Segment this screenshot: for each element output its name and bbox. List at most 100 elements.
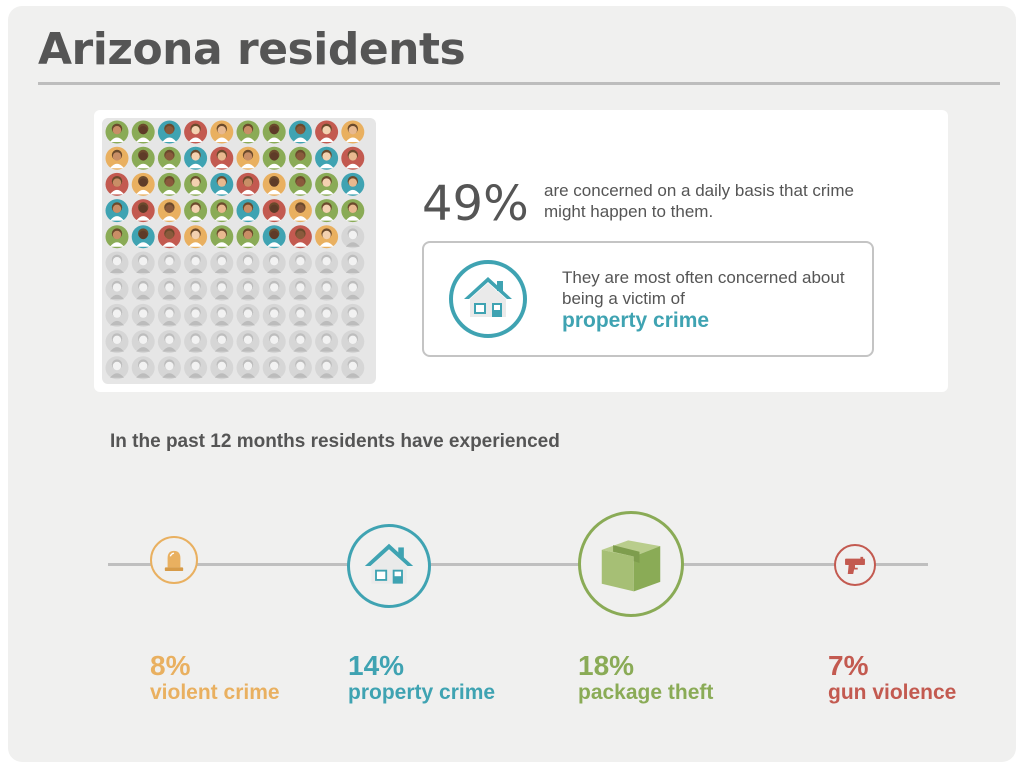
person-icon-concerned: [262, 146, 286, 170]
person-icon-not-concerned: [262, 303, 286, 327]
person-icon-not-concerned: [236, 251, 260, 275]
person-icon-not-concerned: [105, 251, 129, 275]
siren-circle: [150, 536, 198, 584]
person-icon-not-concerned: [157, 251, 181, 275]
person-icon-not-concerned: [262, 356, 286, 380]
person-icon-concerned: [341, 146, 365, 170]
metric-value: 7%: [828, 650, 869, 681]
person-icon-not-concerned: [157, 303, 181, 327]
person-icon-concerned: [184, 199, 208, 223]
siren-icon: [164, 550, 184, 571]
person-icon-not-concerned: [341, 330, 365, 354]
person-icon-not-concerned: [341, 251, 365, 275]
person-icon-not-concerned: [131, 330, 155, 354]
person-icon-not-concerned: [210, 277, 234, 301]
person-icon-not-concerned: [262, 251, 286, 275]
person-icon-concerned: [341, 120, 365, 144]
person-icon-not-concerned: [210, 251, 234, 275]
person-icon-concerned: [288, 172, 312, 196]
people-grid-svg: [105, 120, 365, 380]
person-icon-not-concerned: [315, 251, 339, 275]
person-icon-concerned: [131, 120, 155, 144]
gun-icon: [845, 556, 865, 575]
person-icon-concerned: [131, 172, 155, 196]
timeline-line: [108, 563, 928, 566]
person-icon-concerned: [105, 225, 129, 249]
house-circle: [347, 524, 431, 608]
concern-percentage: 49%: [422, 176, 529, 232]
person-icon-not-concerned: [315, 303, 339, 327]
people-grid: [102, 118, 376, 384]
section-heading: In the past 12 months residents have exp…: [110, 431, 560, 452]
person-icon-concerned: [236, 120, 260, 144]
concern-box-text: They are most often concerned about bein…: [562, 268, 845, 308]
house-icon: [364, 543, 414, 584]
person-icon-concerned: [262, 225, 286, 249]
person-icon-not-concerned: [341, 277, 365, 301]
person-icon-concerned: [157, 146, 181, 170]
package-circle: [578, 511, 684, 617]
person-icon-concerned: [210, 120, 234, 144]
person-icon-not-concerned: [131, 277, 155, 301]
person-icon-concerned: [105, 120, 129, 144]
person-icon-concerned: [210, 199, 234, 223]
metric-label: gun violence: [828, 681, 957, 704]
person-icon-not-concerned: [236, 277, 260, 301]
house-icon: [449, 260, 527, 338]
metric-property-crime: 14% property crime: [348, 651, 495, 705]
person-icon-not-concerned: [210, 330, 234, 354]
person-icon-not-concerned: [157, 277, 181, 301]
person-icon-not-concerned: [236, 303, 260, 327]
concern-card: 49% are concerned on a daily basis that …: [94, 110, 948, 392]
person-icon-concerned: [184, 225, 208, 249]
person-icon-not-concerned: [262, 330, 286, 354]
person-icon-concerned: [262, 120, 286, 144]
person-icon-concerned: [105, 199, 129, 223]
person-icon-concerned: [210, 172, 234, 196]
person-icon-not-concerned: [341, 225, 365, 249]
person-icon-concerned: [288, 225, 312, 249]
person-icon-not-concerned: [288, 356, 312, 380]
person-icon-concerned: [236, 146, 260, 170]
gun-circle: [834, 544, 876, 586]
person-icon-concerned: [157, 199, 181, 223]
person-icon-not-concerned: [184, 303, 208, 327]
concern-detail-box: They are most often concerned about bein…: [422, 241, 874, 357]
person-icon-not-concerned: [288, 330, 312, 354]
metric-label: package theft: [578, 681, 714, 704]
page-title: Arizona residents: [38, 24, 466, 75]
person-icon-not-concerned: [315, 356, 339, 380]
person-icon-not-concerned: [105, 356, 129, 380]
person-icon-concerned: [105, 146, 129, 170]
person-icon-not-concerned: [210, 303, 234, 327]
metric-gun-violence: 7% gun violence: [828, 651, 956, 705]
person-icon-concerned: [210, 146, 234, 170]
package-icon: [601, 540, 661, 592]
person-icon-concerned: [315, 199, 339, 223]
metric-value: 18%: [578, 650, 635, 681]
person-icon-not-concerned: [210, 356, 234, 380]
person-icon-not-concerned: [236, 356, 260, 380]
person-icon-not-concerned: [184, 251, 208, 275]
person-icon-concerned: [236, 199, 260, 223]
person-icon-concerned: [157, 225, 181, 249]
person-icon-concerned: [288, 120, 312, 144]
person-icon-not-concerned: [184, 356, 208, 380]
person-icon-concerned: [157, 120, 181, 144]
person-icon-not-concerned: [157, 356, 181, 380]
person-icon-not-concerned: [341, 303, 365, 327]
title-divider: [38, 82, 1000, 85]
metric-label: property crime: [348, 681, 496, 704]
person-icon-not-concerned: [131, 356, 155, 380]
person-icon-concerned: [315, 225, 339, 249]
person-icon-concerned: [131, 225, 155, 249]
person-icon-not-concerned: [131, 251, 155, 275]
person-icon-concerned: [288, 199, 312, 223]
person-icon-concerned: [315, 172, 339, 196]
metric-label: violent crime: [150, 681, 280, 704]
infographic-frame: Arizona residents 49% are concerned on a…: [8, 6, 1016, 762]
concern-box-highlight: property crime: [562, 309, 710, 332]
person-icon-not-concerned: [236, 330, 260, 354]
person-icon-concerned: [184, 120, 208, 144]
person-icon-concerned: [341, 199, 365, 223]
